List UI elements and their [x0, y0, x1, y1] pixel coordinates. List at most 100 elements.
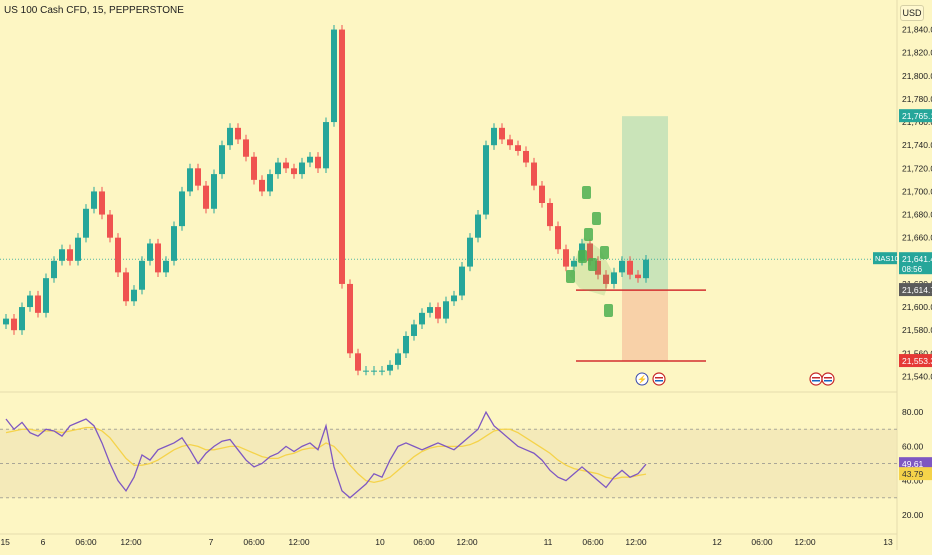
candle-body	[467, 237, 473, 267]
flag-stripe	[824, 377, 832, 379]
candle-body	[19, 307, 25, 331]
lightning-glyph: ⚡	[637, 374, 647, 384]
candle-body	[315, 156, 321, 169]
candle-body	[147, 243, 153, 261]
pattern-highlight	[569, 237, 613, 296]
candle-body	[411, 324, 417, 336]
candle-body	[243, 139, 249, 157]
candle-body	[459, 266, 465, 296]
rsi-tick-label: 40.00	[902, 476, 924, 486]
candle-body	[371, 370, 377, 372]
candle-body	[43, 278, 49, 313]
symbol-title: US 100 Cash CFD, 15, PEPPERSTONE	[4, 5, 184, 16]
time-axis-label: :15	[0, 537, 10, 547]
candle-body	[171, 226, 177, 261]
candle-body	[307, 156, 313, 163]
candle-body	[179, 191, 185, 227]
candle-body	[123, 272, 129, 302]
flag-stripe	[655, 377, 663, 379]
price-tick-label: 21,840.0	[902, 25, 932, 35]
time-axis-label: 10	[375, 537, 385, 547]
candle-body	[587, 243, 593, 261]
pattern-marker	[604, 304, 613, 317]
rsi-tick-label: 60.00	[902, 441, 924, 451]
candle-body	[395, 353, 401, 365]
rsi-ma-line	[5, 426, 647, 484]
pattern-marker	[578, 250, 587, 263]
price-tick-label: 21,800.0	[902, 71, 932, 81]
rsi-tick-label: 80.00	[902, 407, 924, 417]
rsi-line	[5, 410, 647, 499]
time-axis-label: 11	[544, 537, 553, 547]
candle-body	[571, 260, 577, 267]
candle-body	[403, 335, 409, 354]
pattern-marker	[584, 228, 593, 241]
flag-stripe	[812, 380, 820, 382]
candle-body	[499, 127, 505, 140]
us-flag-icon	[809, 372, 823, 386]
pattern-marker	[582, 186, 591, 199]
candle-body	[195, 168, 201, 186]
candle-body	[219, 145, 225, 175]
candle-body	[203, 185, 209, 209]
us-flag-icon	[821, 372, 835, 386]
price-tick-label: 21,600.0	[902, 302, 932, 312]
us-flag-icon	[652, 372, 666, 386]
rsi-ma-tag-label: 43.79	[902, 469, 924, 479]
candle-body	[131, 289, 137, 302]
time-axis-label: 06:00	[413, 537, 435, 547]
candle-body	[275, 162, 281, 175]
candle-body	[51, 260, 57, 279]
candle-body	[339, 29, 345, 284]
candle-body	[323, 122, 329, 169]
candle-body	[483, 145, 489, 215]
time-axis-label: 06:00	[751, 537, 773, 547]
candle-body	[475, 214, 481, 238]
candle-body	[91, 191, 97, 209]
entry-price-tag-label: 21,614.7	[902, 285, 932, 295]
price-tick-label: 21,740.0	[902, 140, 932, 150]
candle-body	[291, 168, 297, 175]
price-tick-label: 21,560.0	[902, 348, 932, 358]
symbol-tag-label: NAS100	[875, 254, 903, 263]
candle-body	[187, 168, 193, 192]
candle-body	[643, 259, 649, 279]
candle-body	[139, 260, 145, 290]
candle-body	[523, 150, 529, 163]
candle-body	[99, 191, 105, 215]
loss-zone	[622, 290, 668, 362]
candle-body	[451, 295, 457, 302]
current-price-tag-label: 21,641.4	[902, 254, 932, 264]
candle-body	[595, 260, 601, 275]
candle-body	[563, 249, 569, 267]
candle-body	[83, 208, 89, 238]
candle-body	[35, 295, 41, 313]
candle-body	[515, 145, 521, 151]
candle-body	[379, 370, 385, 372]
currency-selector[interactable]: USD	[900, 5, 924, 21]
candle-body	[27, 295, 33, 308]
candle-body	[227, 127, 233, 146]
time-axis-label: 7	[209, 537, 214, 547]
candle-body	[387, 364, 393, 371]
flag-stripe	[812, 377, 820, 379]
price-tick-label: 21,580.0	[902, 325, 932, 335]
candle-body	[555, 226, 561, 250]
time-axis-label: 13	[883, 537, 893, 547]
time-axis-label: 06:00	[243, 537, 265, 547]
countdown-label: 08:56	[902, 265, 923, 274]
price-tick-label: 21,680.0	[902, 210, 932, 220]
price-tick-label: 21,700.0	[902, 186, 932, 196]
pattern-marker	[600, 246, 609, 259]
stop-price-tag-bg	[899, 354, 932, 368]
candle-body	[603, 274, 609, 284]
time-axis-label: 12:00	[625, 537, 647, 547]
candle-body	[259, 179, 265, 192]
entry-price-tag-bg	[899, 283, 932, 297]
candle-body	[363, 370, 369, 372]
time-axis-label: 12	[712, 537, 722, 547]
candle-body	[283, 162, 289, 169]
rsi-tag-label: 49.61	[902, 459, 924, 469]
